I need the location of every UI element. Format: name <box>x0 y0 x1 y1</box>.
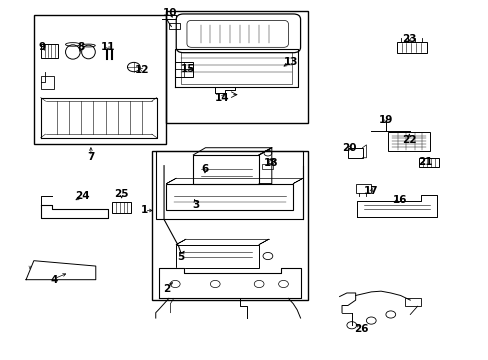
Text: 19: 19 <box>378 115 392 125</box>
Text: 24: 24 <box>75 191 90 201</box>
Text: 9: 9 <box>39 42 45 52</box>
Text: 13: 13 <box>283 57 298 67</box>
Polygon shape <box>356 195 436 217</box>
Text: 23: 23 <box>401 35 416 44</box>
Text: 16: 16 <box>392 195 407 205</box>
Text: 11: 11 <box>101 42 115 52</box>
Text: 10: 10 <box>163 8 177 18</box>
Text: 6: 6 <box>202 164 209 174</box>
Text: 12: 12 <box>135 64 149 75</box>
Text: 26: 26 <box>353 324 368 334</box>
Text: 22: 22 <box>401 135 416 145</box>
Text: 1: 1 <box>141 206 148 216</box>
Polygon shape <box>159 268 300 298</box>
Text: 4: 4 <box>51 275 58 285</box>
Text: 15: 15 <box>181 64 195 74</box>
Text: 14: 14 <box>215 93 229 103</box>
Text: 21: 21 <box>417 157 431 167</box>
Text: 25: 25 <box>114 189 129 199</box>
Text: 2: 2 <box>163 284 170 294</box>
Text: 17: 17 <box>363 186 378 197</box>
Text: 7: 7 <box>87 152 94 162</box>
Text: 3: 3 <box>192 200 199 210</box>
Text: 8: 8 <box>78 42 84 52</box>
Text: 5: 5 <box>177 252 184 262</box>
Text: 20: 20 <box>342 143 356 153</box>
Text: 18: 18 <box>264 158 278 168</box>
